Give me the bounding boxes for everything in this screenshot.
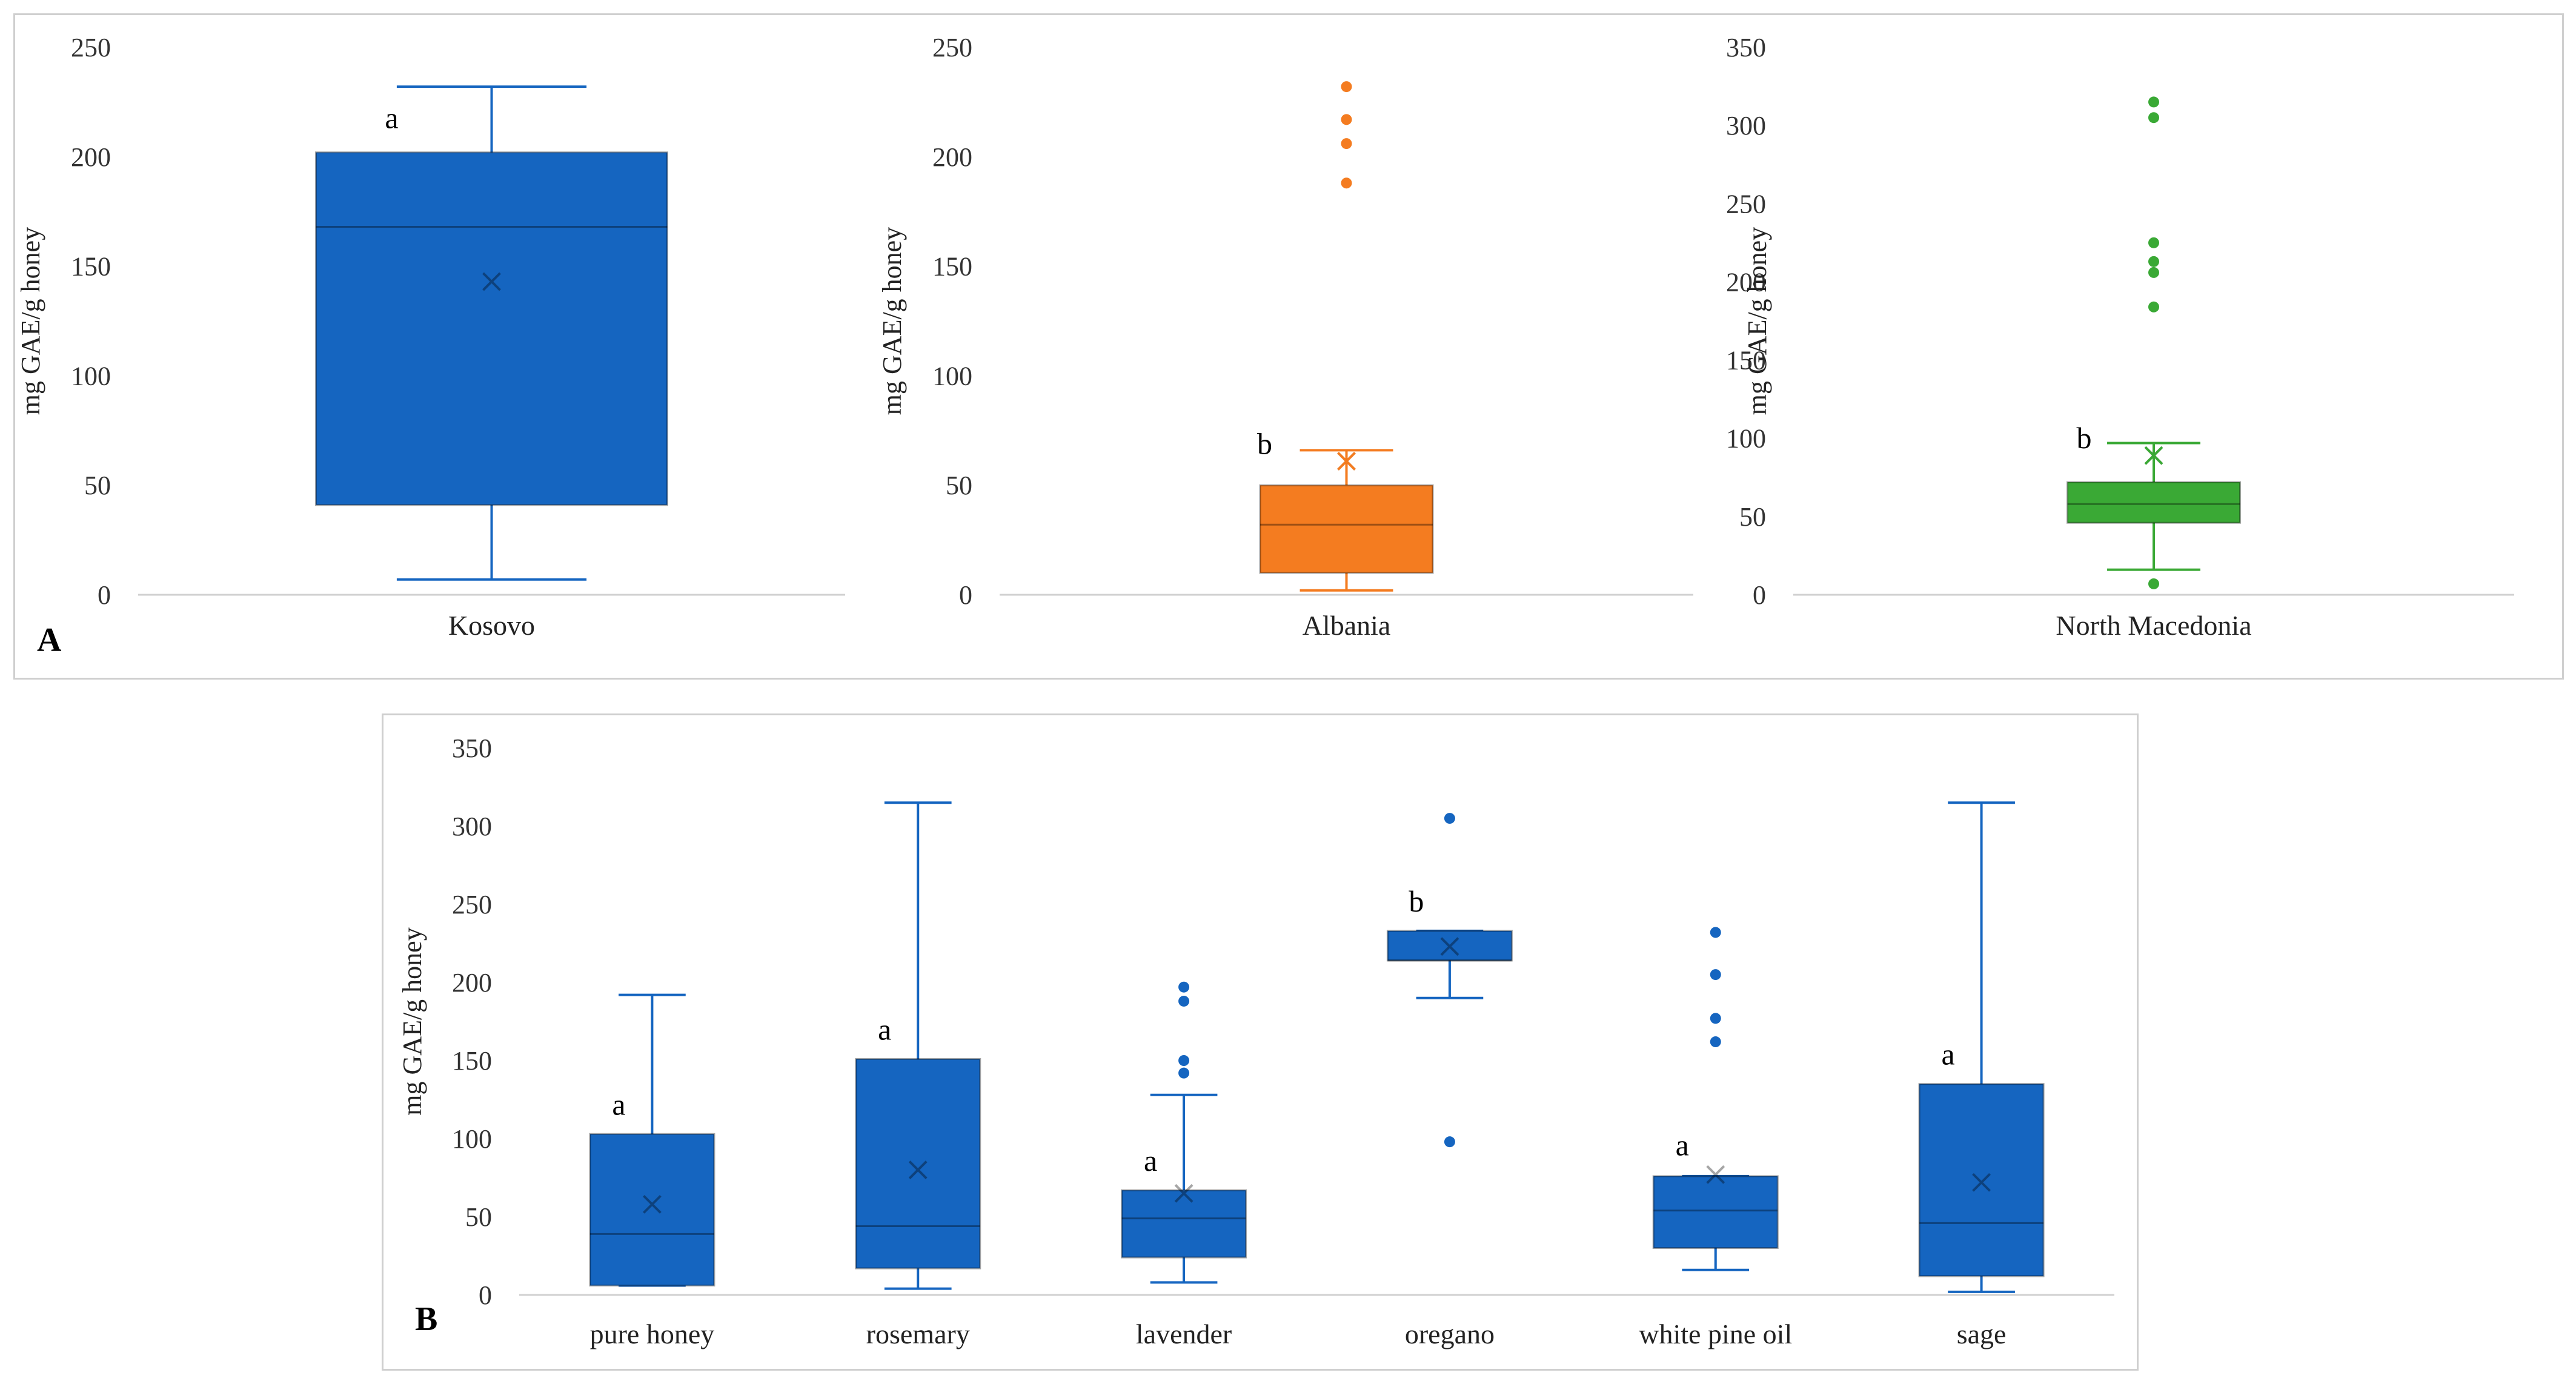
outlier-point-north-macedonia	[2148, 112, 2159, 124]
y-tick-label: 0	[959, 580, 972, 610]
outlier-point-albania	[1341, 138, 1352, 150]
outlier-point-albania	[1341, 114, 1352, 125]
y-tick-label: 0	[98, 580, 111, 610]
box-oregano	[1386, 930, 1513, 962]
y-tick-label: 0	[479, 1280, 492, 1310]
y-tick-label: 50	[84, 471, 111, 500]
box-white-pine-oil	[1652, 1175, 1779, 1250]
outlier-point-oregano	[1444, 1136, 1455, 1148]
y-tick-label: 150	[452, 1046, 492, 1076]
significance-letter-pure-honey: a	[612, 1087, 625, 1121]
mean-marker-rosemary	[908, 1160, 928, 1180]
outlier-point-north-macedonia	[2148, 266, 2159, 278]
outlier-point-lavender	[1178, 981, 1190, 993]
y-tick-label: 200	[932, 142, 972, 172]
box-lavender	[1121, 1189, 1247, 1259]
outlier-point-white-pine-oil	[1710, 969, 1721, 981]
y-tick-label: 150	[932, 252, 972, 282]
y-tick-label: 50	[1739, 502, 1766, 532]
y-tick-label: 150	[71, 252, 111, 282]
category-label-pure-honey: pure honey	[590, 1319, 715, 1349]
significance-letter-kosovo: a	[385, 101, 398, 135]
y-axis-label: mg GAE/g honey	[1742, 227, 1772, 415]
mean-marker-white-pine-oil	[1706, 1165, 1725, 1184]
significance-letter-white-pine-oil: a	[1676, 1128, 1689, 1162]
y-tick-label: 350	[452, 733, 492, 763]
y-axis-label: mg GAE/g honey	[877, 227, 907, 415]
significance-letter-oregano: b	[1409, 884, 1424, 918]
category-label-white-pine-oil: white pine oil	[1639, 1319, 1792, 1349]
y-tick-label: 100	[452, 1124, 492, 1154]
outlier-point-north-macedonia	[2148, 301, 2159, 313]
box-albania	[1259, 484, 1434, 574]
y-tick-label: 100	[71, 361, 111, 391]
category-label-lavender: lavender	[1136, 1319, 1232, 1349]
y-tick-label: 50	[946, 471, 972, 500]
y-tick-label: 250	[71, 33, 111, 62]
y-tick-label: 300	[452, 812, 492, 841]
y-tick-label: 250	[452, 890, 492, 919]
outlier-point-white-pine-oil	[1710, 927, 1721, 938]
y-axis-label: mg GAE/g honey	[397, 927, 427, 1115]
mean-marker-color-albania	[1337, 452, 1356, 471]
box-pure-honey	[589, 1133, 715, 1287]
outlier-point-lavender	[1178, 1067, 1190, 1079]
y-tick-label: 150	[1726, 346, 1766, 376]
category-label-kosovo: Kosovo	[448, 610, 535, 641]
outlier-point-white-pine-oil	[1710, 1036, 1721, 1048]
y-tick-label: 50	[465, 1202, 492, 1232]
y-tick-label: 0	[1753, 580, 1766, 610]
outlier-point-albania	[1341, 81, 1352, 93]
category-label-albania: Albania	[1303, 610, 1391, 641]
box-kosovo	[315, 151, 668, 506]
y-tick-label: 350	[1726, 33, 1766, 62]
box-rosemary	[855, 1058, 981, 1269]
y-tick-label: 100	[932, 361, 972, 391]
y-axis-label: mg GAE/g honey	[16, 227, 45, 415]
panel-letter-b: B	[415, 1300, 438, 1338]
outlier-point-lavender	[1178, 1055, 1190, 1066]
box-sage	[1918, 1083, 2045, 1277]
significance-letter-north-macedonia: b	[2077, 421, 2092, 455]
significance-letter-lavender: a	[1144, 1144, 1157, 1177]
outlier-point-albania	[1341, 177, 1352, 189]
outlier-point-lavender	[1178, 995, 1190, 1007]
category-label-oregano: oregano	[1405, 1319, 1495, 1349]
outlier-point-north-macedonia	[2148, 237, 2159, 248]
box-north-macedonia	[2066, 481, 2241, 524]
panel-letter-a: A	[37, 621, 62, 659]
outlier-point-north-macedonia	[2148, 96, 2159, 108]
mean-marker-sage	[1972, 1173, 1991, 1192]
mean-marker-color-north-macedonia	[2144, 446, 2163, 465]
y-tick-label: 250	[932, 33, 972, 62]
outlier-point-north-macedonia	[2148, 578, 2159, 589]
significance-letter-sage: a	[1941, 1038, 1954, 1071]
significance-letter-rosemary: a	[878, 1012, 891, 1046]
outlier-point-north-macedonia	[2148, 256, 2159, 267]
y-tick-label: 100	[1726, 424, 1766, 454]
category-label-rosemary: rosemary	[866, 1319, 970, 1349]
y-tick-label: 250	[1726, 189, 1766, 219]
y-tick-label: 300	[1726, 111, 1766, 141]
category-label-north-macedonia: North Macedonia	[2056, 610, 2251, 641]
y-tick-label: 200	[1726, 267, 1766, 297]
mean-marker-oregano	[1440, 937, 1459, 956]
outlier-point-oregano	[1444, 813, 1455, 824]
y-tick-label: 200	[452, 968, 492, 998]
y-tick-label: 200	[71, 142, 111, 172]
mean-marker-pure-honey	[643, 1194, 662, 1214]
category-label-sage: sage	[1957, 1319, 2007, 1349]
significance-letter-albania: b	[1257, 426, 1272, 460]
mean-marker-kosovo	[482, 272, 501, 291]
mean-marker-lavender	[1174, 1183, 1193, 1203]
outlier-point-white-pine-oil	[1710, 1013, 1721, 1024]
